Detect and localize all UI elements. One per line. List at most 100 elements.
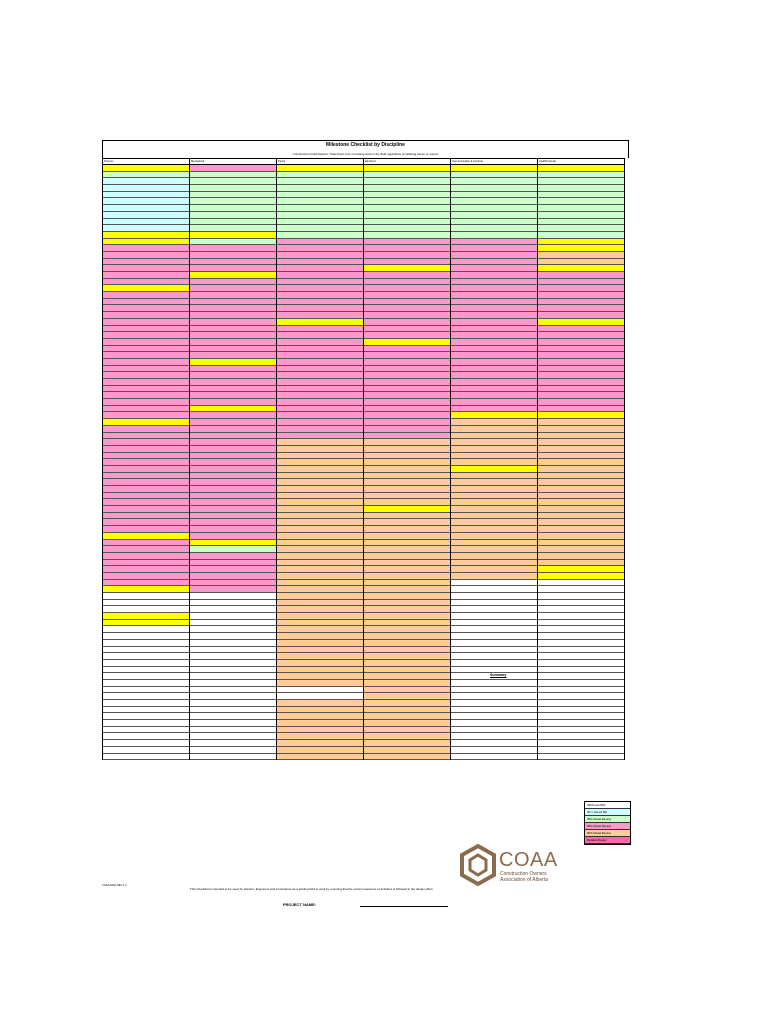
checklist-cell[interactable]	[364, 740, 450, 747]
checklist-cell[interactable]	[538, 211, 624, 219]
checklist-cell[interactable]	[538, 245, 624, 252]
checklist-cell[interactable]	[103, 706, 189, 714]
checklist-cell[interactable]	[538, 432, 624, 440]
checklist-cell[interactable]	[364, 546, 450, 553]
checklist-cell[interactable]	[364, 412, 450, 420]
checklist-cell[interactable]	[190, 552, 276, 560]
checklist-cell[interactable]	[451, 231, 537, 239]
checklist-cell[interactable]	[451, 686, 537, 694]
checklist-cell[interactable]	[277, 312, 363, 319]
checklist-cell[interactable]	[538, 479, 624, 486]
checklist-cell[interactable]	[538, 720, 624, 727]
checklist-cell[interactable]	[364, 225, 450, 232]
checklist-cell[interactable]	[190, 419, 276, 426]
checklist-cell[interactable]	[451, 646, 537, 654]
checklist-cell[interactable]	[364, 526, 450, 533]
checklist-cell[interactable]	[538, 539, 624, 547]
checklist-cell[interactable]	[451, 606, 537, 614]
checklist-cell[interactable]	[451, 666, 537, 674]
checklist-cell[interactable]	[190, 258, 276, 266]
checklist-cell[interactable]	[103, 646, 189, 654]
checklist-cell[interactable]	[103, 452, 189, 460]
checklist-cell[interactable]	[103, 292, 189, 299]
checklist-cell[interactable]	[364, 506, 450, 513]
checklist-cell[interactable]	[364, 512, 450, 520]
checklist-cell[interactable]	[277, 706, 363, 714]
checklist-cell[interactable]	[364, 352, 450, 359]
checklist-cell[interactable]	[364, 659, 450, 667]
checklist-cell[interactable]	[538, 251, 624, 259]
checklist-cell[interactable]	[451, 546, 537, 553]
checklist-cell[interactable]	[277, 512, 363, 520]
checklist-cell[interactable]	[277, 586, 363, 593]
checklist-cell[interactable]	[277, 365, 363, 373]
checklist-cell[interactable]	[364, 318, 450, 326]
checklist-cell[interactable]	[538, 566, 624, 573]
checklist-cell[interactable]	[364, 639, 450, 647]
checklist-cell[interactable]	[364, 178, 450, 186]
checklist-cell[interactable]	[538, 185, 624, 192]
checklist-cell[interactable]	[190, 272, 276, 279]
checklist-cell[interactable]	[190, 733, 276, 741]
checklist-cell[interactable]	[364, 559, 450, 567]
checklist-cell[interactable]	[364, 231, 450, 239]
checklist-cell[interactable]	[364, 486, 450, 493]
checklist-cell[interactable]	[103, 358, 189, 366]
checklist-cell[interactable]	[451, 305, 537, 313]
checklist-cell[interactable]	[103, 312, 189, 319]
checklist-cell[interactable]	[277, 479, 363, 486]
checklist-cell[interactable]	[451, 713, 537, 721]
checklist-cell[interactable]	[277, 352, 363, 359]
checklist-cell[interactable]	[538, 626, 624, 634]
checklist-cell[interactable]	[190, 626, 276, 634]
checklist-cell[interactable]	[538, 666, 624, 674]
checklist-cell[interactable]	[364, 579, 450, 587]
checklist-cell[interactable]	[103, 385, 189, 393]
checklist-cell[interactable]	[277, 432, 363, 440]
checklist-cell[interactable]	[451, 613, 537, 620]
checklist-cell[interactable]	[538, 305, 624, 313]
checklist-cell[interactable]	[451, 693, 537, 700]
checklist-cell[interactable]	[190, 245, 276, 252]
checklist-cell[interactable]	[103, 345, 189, 353]
checklist-cell[interactable]	[103, 506, 189, 513]
checklist-cell[interactable]	[451, 325, 537, 333]
checklist-cell[interactable]	[538, 365, 624, 373]
checklist-cell[interactable]	[190, 472, 276, 480]
checklist-cell[interactable]	[538, 405, 624, 413]
checklist-cell[interactable]	[364, 392, 450, 400]
checklist-cell[interactable]	[277, 693, 363, 700]
checklist-cell[interactable]	[451, 191, 537, 199]
checklist-cell[interactable]	[190, 218, 276, 226]
checklist-cell[interactable]	[103, 720, 189, 727]
checklist-cell[interactable]	[103, 639, 189, 647]
checklist-cell[interactable]	[103, 445, 189, 453]
checklist-cell[interactable]	[451, 185, 537, 192]
checklist-cell[interactable]	[538, 559, 624, 567]
checklist-cell[interactable]	[103, 486, 189, 493]
checklist-cell[interactable]	[538, 171, 624, 179]
checklist-cell[interactable]	[277, 251, 363, 259]
checklist-cell[interactable]	[538, 205, 624, 212]
checklist-cell[interactable]	[451, 412, 537, 420]
checklist-cell[interactable]	[277, 666, 363, 674]
checklist-cell[interactable]	[103, 459, 189, 466]
checklist-cell[interactable]	[451, 532, 537, 540]
checklist-cell[interactable]	[277, 338, 363, 346]
checklist-cell[interactable]	[103, 579, 189, 587]
checklist-cell[interactable]	[277, 211, 363, 219]
checklist-cell[interactable]	[538, 552, 624, 560]
checklist-cell[interactable]	[277, 372, 363, 379]
checklist-cell[interactable]	[277, 653, 363, 660]
checklist-cell[interactable]	[538, 178, 624, 186]
checklist-cell[interactable]	[277, 639, 363, 647]
checklist-cell[interactable]	[190, 379, 276, 386]
checklist-cell[interactable]	[538, 392, 624, 400]
checklist-cell[interactable]	[190, 365, 276, 373]
checklist-cell[interactable]	[538, 639, 624, 647]
checklist-cell[interactable]	[538, 506, 624, 513]
checklist-cell[interactable]	[364, 278, 450, 286]
checklist-cell[interactable]	[277, 720, 363, 727]
checklist-cell[interactable]	[277, 659, 363, 667]
checklist-cell[interactable]	[451, 178, 537, 186]
